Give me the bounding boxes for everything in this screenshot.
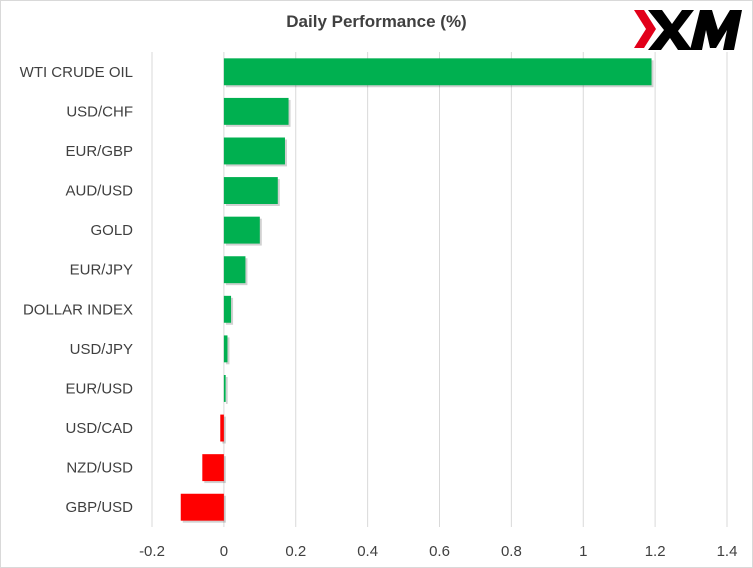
category-label: USD/CHF bbox=[66, 103, 133, 120]
bar-shadow bbox=[225, 377, 228, 404]
bar bbox=[202, 454, 224, 482]
x-tick-label: 0.4 bbox=[357, 543, 378, 560]
bar bbox=[223, 216, 260, 244]
bar bbox=[223, 58, 652, 86]
x-tick-label: 1.4 bbox=[717, 543, 738, 560]
bar bbox=[220, 414, 224, 442]
category-label: AUD/USD bbox=[65, 183, 133, 200]
category-label: USD/JPY bbox=[70, 341, 133, 358]
category-label: WTI CRUDE OIL bbox=[20, 64, 133, 81]
bar bbox=[180, 493, 224, 521]
bar bbox=[223, 295, 232, 323]
x-tick-label: 1 bbox=[579, 543, 587, 560]
x-tick-label: 0.2 bbox=[285, 543, 306, 560]
category-label: USD/CAD bbox=[65, 420, 133, 437]
x-tick-label: 0 bbox=[220, 543, 228, 560]
bar bbox=[223, 177, 278, 204]
x-tick-label: -0.2 bbox=[139, 543, 165, 560]
bar bbox=[223, 256, 246, 284]
bar bbox=[223, 97, 289, 125]
x-tick-label: 0.8 bbox=[501, 543, 522, 560]
category-label: NZD/USD bbox=[66, 460, 133, 477]
category-label: GOLD bbox=[90, 222, 133, 239]
category-label: GBP/USD bbox=[65, 499, 133, 516]
category-label: EUR/JPY bbox=[70, 262, 133, 279]
bar-shadow bbox=[225, 337, 230, 365]
x-tick-label: 1.2 bbox=[645, 543, 666, 560]
bar bbox=[223, 335, 228, 363]
bar bbox=[223, 375, 226, 402]
category-label: EUR/GBP bbox=[65, 143, 133, 160]
category-label: EUR/USD bbox=[65, 380, 133, 397]
x-tick-label: 0.6 bbox=[429, 543, 450, 560]
xm-logo bbox=[634, 10, 742, 50]
chart-title: Daily Performance (%) bbox=[286, 12, 467, 31]
bar-shadow bbox=[222, 416, 226, 444]
bar bbox=[223, 137, 285, 165]
category-label: DOLLAR INDEX bbox=[23, 301, 133, 318]
